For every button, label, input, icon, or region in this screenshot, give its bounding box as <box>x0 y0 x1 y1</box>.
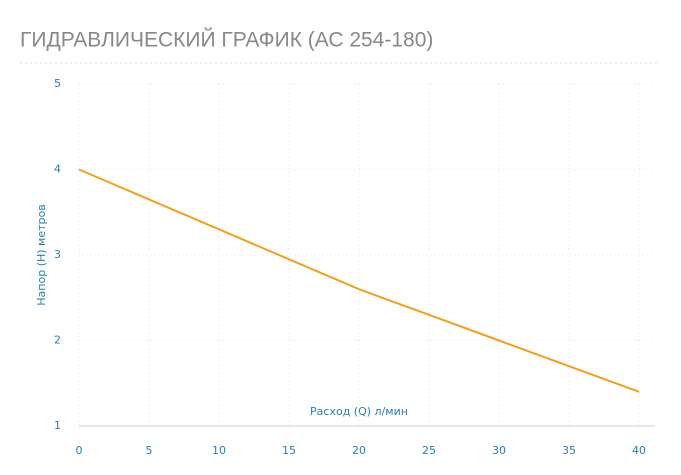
y-axis-label: Напор (H) метров <box>35 204 48 305</box>
x-tick-label: 25 <box>422 444 436 457</box>
y-tick-label: 5 <box>54 77 61 90</box>
y-tick-label: 4 <box>54 163 61 176</box>
chart-title: ГИДРАВЛИЧЕСКИЙ ГРАФИК (АС 254-180) <box>20 28 433 52</box>
y-tick-label: 1 <box>54 419 61 432</box>
line <box>78 168 640 393</box>
x-tick-label: 35 <box>562 444 576 457</box>
x-tick-label: 30 <box>492 444 506 457</box>
y-tick-label: 3 <box>54 248 61 261</box>
x-tick-label: 0 <box>76 444 83 457</box>
x-axis-label: Расход (Q) л/мин <box>310 405 408 418</box>
x-tick-label: 40 <box>632 444 646 457</box>
x-tick-label: 15 <box>282 444 296 457</box>
x-tick-label: 10 <box>212 444 226 457</box>
x-tick-label: 20 <box>352 444 366 457</box>
y-tick-label: 2 <box>54 334 61 347</box>
x-tick-label: 5 <box>146 444 153 457</box>
